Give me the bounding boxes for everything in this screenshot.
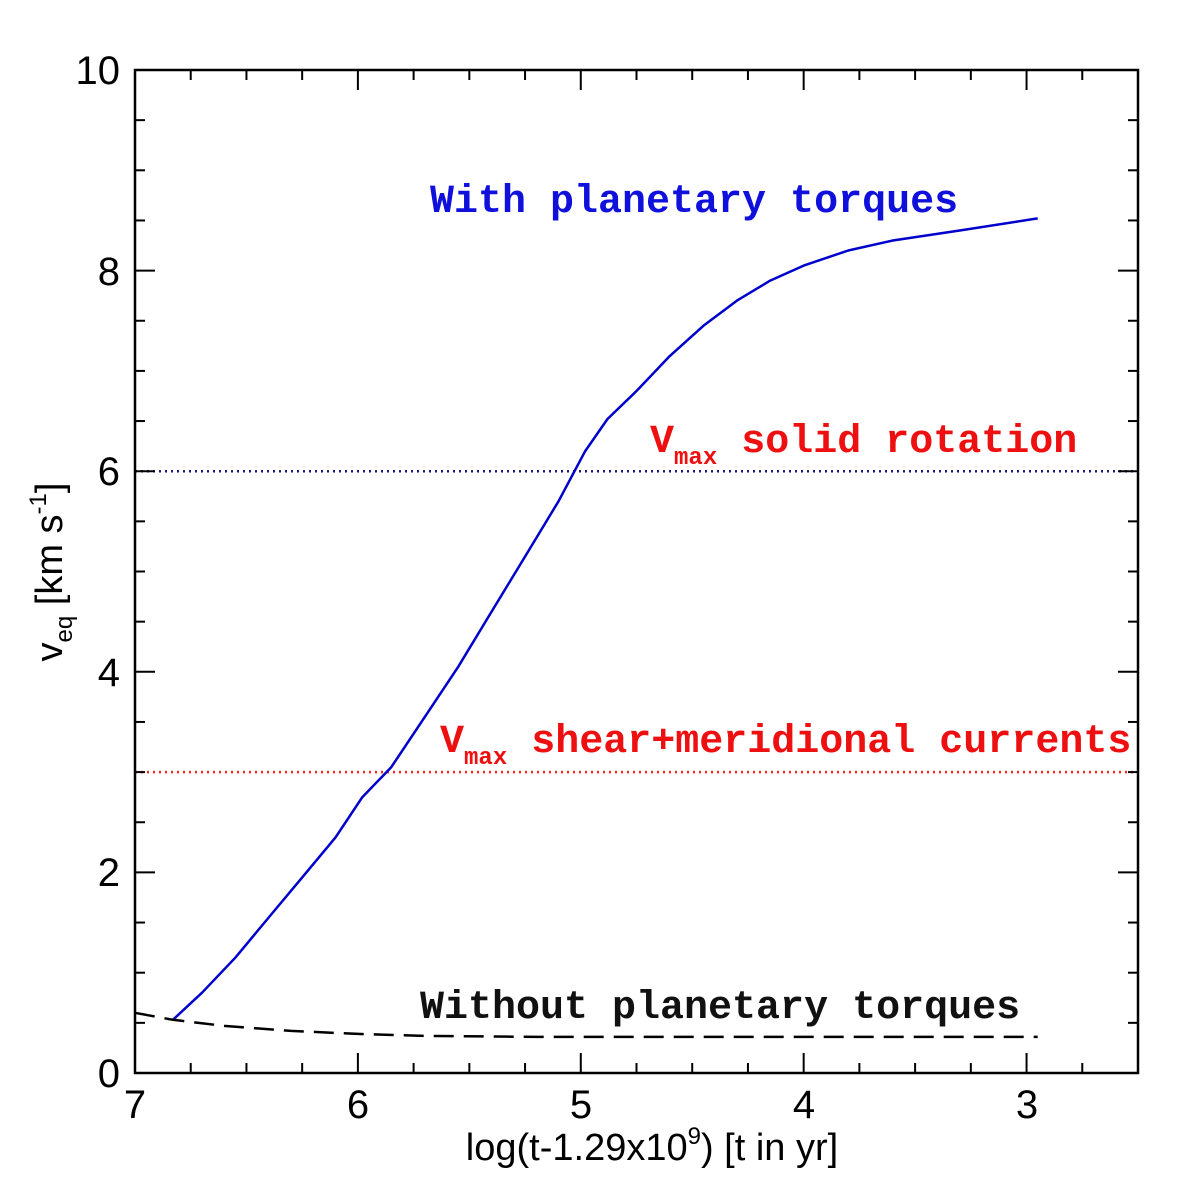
x-axis-title: log(t-1.29x109) [t in yr]: [466, 1123, 838, 1169]
x-axis-title-tail: ) [t in yr]: [701, 1127, 838, 1169]
y-tick-label: 2: [98, 851, 120, 895]
y-tick-label: 8: [98, 250, 120, 294]
y-axis-title-unit: [km s: [29, 514, 71, 615]
y-tick-label: 4: [98, 651, 120, 695]
series-group: [134, 217, 1038, 1039]
annotation-shear-meridional-sub: max: [464, 745, 507, 772]
y-tick-label: 6: [98, 450, 120, 494]
annotation-solid-rotation-text: solid rotation: [717, 420, 1077, 465]
annotation-shear-meridional: Vmax shear+meridional currents: [440, 720, 1131, 772]
y-axis-title: veq [km s-1]: [25, 483, 78, 662]
x-tick-label: 7: [124, 1083, 146, 1127]
axis-ticks: [134, 69, 1139, 1074]
x-tick-labels: 7 6 5 4 3: [124, 1083, 1038, 1127]
y-tick-label: 10: [76, 49, 121, 93]
series-line-without-torques: [134, 1011, 1038, 1039]
x-axis-title-main: log(t-1.29x10: [466, 1127, 688, 1169]
reference-lines: [135, 469, 1138, 774]
annotation-without-torques: Without planetary torques: [420, 986, 1020, 1031]
y-axis-title-main: v: [29, 642, 71, 661]
x-tick-label: 6: [347, 1083, 369, 1127]
annotation-shear-meridional-prefix: V: [440, 720, 464, 765]
annotation-shear-meridional-text: shear+meridional currents: [507, 720, 1131, 765]
annotation-solid-rotation: Vmax solid rotation: [650, 420, 1077, 472]
annotation-solid-rotation-sub: max: [674, 445, 717, 472]
y-tick-labels: 0 2 4 6 8 10: [76, 49, 121, 1096]
y-axis-title-end: ]: [29, 483, 71, 494]
x-tick-label: 5: [570, 1083, 592, 1127]
annotation-solid-rotation-prefix: V: [650, 420, 674, 465]
y-axis-title-sup: -1: [25, 493, 52, 514]
y-axis-title-sub: eq: [51, 616, 78, 643]
y-tick-label: 0: [98, 1052, 120, 1096]
x-axis-title-sup: 9: [688, 1123, 701, 1150]
x-tick-label: 4: [793, 1083, 815, 1127]
series-line-with-torques: [172, 217, 1038, 1021]
x-tick-label: 3: [1016, 1083, 1038, 1127]
annotation-with-torques: With planetary torques: [430, 180, 958, 225]
